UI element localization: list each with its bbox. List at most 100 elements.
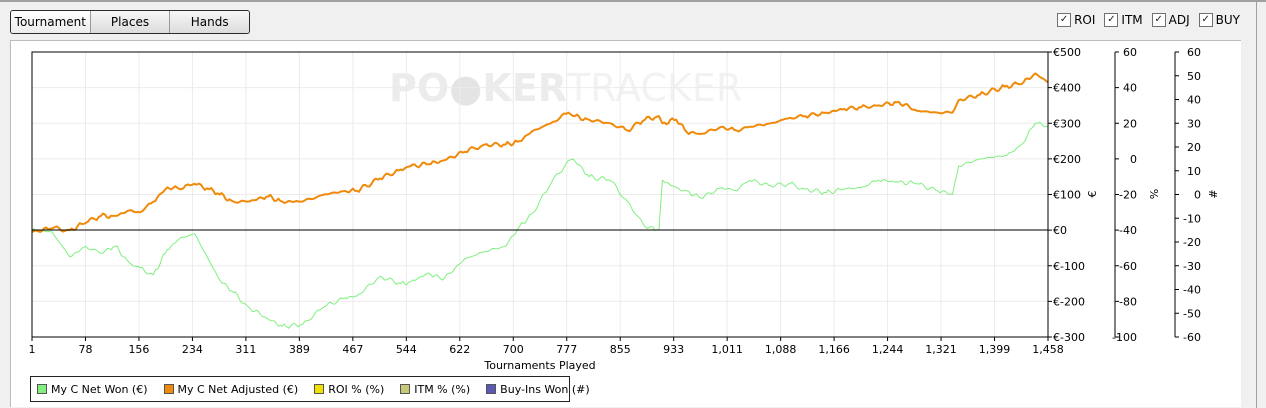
top-rule xyxy=(0,0,1266,2)
x-tick-label: 1,244 xyxy=(872,343,904,356)
toggle-adj-label: ADJ xyxy=(1168,13,1190,27)
euro-tick-label: €500 xyxy=(1053,46,1081,59)
x-tick-label: 700 xyxy=(503,343,524,356)
view-tab-group: Tournament Places Hands xyxy=(10,10,250,34)
x-axis-ticks: 1 78 156 234 311 389 467 544 622 700 777 855 933 1,01… xyxy=(29,337,1064,356)
x-tick-label: 389 xyxy=(289,343,310,356)
legend-label: ITM % (%) xyxy=(414,382,471,396)
x-tick-label: 234 xyxy=(182,343,203,356)
euro-tick-label: €0 xyxy=(1053,224,1067,237)
grid xyxy=(32,52,1048,337)
toggle-itm-label: ITM xyxy=(1121,13,1143,27)
percent-axis-title: % xyxy=(1148,189,1161,199)
toggle-buy-label: BUY xyxy=(1215,13,1240,27)
x-tick-label: 467 xyxy=(342,343,363,356)
tab-places[interactable]: Places xyxy=(90,11,171,33)
count-tick-label: -20 xyxy=(1183,236,1201,249)
toggle-buy[interactable]: ✓ BUY xyxy=(1198,13,1240,27)
euro-tick-label: €-200 xyxy=(1053,295,1085,308)
y-axis-count: 60 50 40 30 20 10 0 -10 -20 -30 -40 -50 -60 # xyxy=(1174,46,1220,344)
legend-label: My C Net Adjusted (€) xyxy=(177,382,299,396)
chart-legend: My C Net Won (€) My C Net Adjusted (€) R… xyxy=(30,376,590,402)
x-tick-label: 1,166 xyxy=(818,343,850,356)
roi-checkbox[interactable]: ✓ xyxy=(1057,13,1072,27)
legend-net-adjusted[interactable]: My C Net Adjusted (€) xyxy=(163,382,299,396)
percent-tick-label: 40 xyxy=(1123,82,1137,95)
legend-label: My C Net Won (€) xyxy=(51,382,148,396)
legend-swatch xyxy=(400,384,411,394)
count-tick-label: 20 xyxy=(1187,141,1201,154)
legend-swatch xyxy=(37,384,47,394)
euro-tick-label: €400 xyxy=(1053,82,1081,95)
count-tick-label: -60 xyxy=(1183,331,1201,344)
percent-tick-label: -20 xyxy=(1119,189,1137,202)
count-axis-title: # xyxy=(1207,189,1220,198)
toggle-roi[interactable]: ✓ ROI xyxy=(1057,13,1095,27)
legend-swatch xyxy=(314,384,325,394)
toggle-itm[interactable]: ✓ ITM xyxy=(1104,13,1143,27)
euro-tick-label: €100 xyxy=(1053,189,1081,202)
x-tick-label: 1,321 xyxy=(925,343,957,356)
percent-tick-label: -80 xyxy=(1119,295,1137,308)
count-tick-label: 60 xyxy=(1187,46,1201,59)
adj-checkbox[interactable]: ✓ xyxy=(1151,13,1166,27)
x-tick-label: 1,399 xyxy=(979,343,1011,356)
percent-tick-label: -60 xyxy=(1119,260,1137,273)
chart-panel: PO●KERTRACKER 1 78 156 234 311 389 467 544 622 70… xyxy=(10,40,1241,407)
legend-itm[interactable]: ITM % (%) xyxy=(400,383,470,396)
y-axis-percent: 60 40 20 0 -20 -40 -60 -80 -100% xyxy=(1112,46,1161,344)
x-tick-label: 1,088 xyxy=(765,343,797,356)
line-chart: PO●KERTRACKER 1 78 156 234 311 389 467 544 622 70… xyxy=(29,46,1221,372)
percent-tick-label: -100 xyxy=(1112,331,1137,344)
x-tick-label: 777 xyxy=(556,343,577,356)
euro-tick-label: €-100 xyxy=(1053,260,1085,273)
x-tick-label: 622 xyxy=(449,343,470,356)
count-tick-label: 0 xyxy=(1194,189,1201,202)
euro-tick-label: €-300 xyxy=(1053,331,1085,344)
buy-checkbox[interactable]: ✓ xyxy=(1198,13,1213,27)
toggle-adj[interactable]: ✓ ADJ xyxy=(1151,13,1190,27)
count-tick-label: 40 xyxy=(1187,94,1201,107)
itm-checkbox[interactable]: ✓ xyxy=(1104,13,1119,27)
x-tick-label: 544 xyxy=(396,343,417,356)
y-axis-euro: €500 €400 €300 €200 €100 €0 €-100 €-200 €-300 € xyxy=(1047,46,1099,344)
legend-swatch xyxy=(163,384,174,394)
count-tick-label: 30 xyxy=(1187,117,1201,130)
legend-buyins[interactable]: Buy-Ins Won (#) xyxy=(486,382,590,396)
x-tick-label: 1,011 xyxy=(711,343,743,356)
count-tick-label: 50 xyxy=(1187,70,1201,83)
x-tick-label: 1 xyxy=(29,343,36,356)
count-tick-label: -30 xyxy=(1183,260,1201,273)
percent-tick-label: 0 xyxy=(1130,153,1137,166)
euro-axis-title: € xyxy=(1086,191,1099,198)
percent-tick-label: -40 xyxy=(1119,224,1137,237)
legend-label: ROI % (%) xyxy=(328,382,385,396)
count-tick-label: -40 xyxy=(1183,284,1201,297)
legend-roi[interactable]: ROI % (%) xyxy=(314,383,384,396)
legend-label: Buy-Ins Won (#) xyxy=(500,382,590,396)
euro-tick-label: €300 xyxy=(1053,117,1081,130)
x-tick-label: 933 xyxy=(663,343,684,356)
percent-tick-label: 20 xyxy=(1123,117,1137,130)
euro-tick-label: €200 xyxy=(1053,153,1081,166)
legend-net-won[interactable]: My C Net Won (€) xyxy=(37,383,148,396)
tab-tournament[interactable]: Tournament xyxy=(11,11,91,33)
count-tick-label: -50 xyxy=(1183,307,1201,320)
tab-hands[interactable]: Hands xyxy=(170,11,249,33)
right-rule xyxy=(1256,2,1257,408)
toggle-roi-label: ROI xyxy=(1074,13,1096,27)
x-tick-label: 1,458 xyxy=(1032,343,1064,356)
legend-swatch xyxy=(486,384,497,394)
series-lines xyxy=(31,72,1049,329)
count-tick-label: -10 xyxy=(1183,212,1201,225)
x-tick-label: 855 xyxy=(610,343,631,356)
x-tick-label: 78 xyxy=(78,343,92,356)
x-tick-label: 156 xyxy=(128,343,149,356)
count-tick-label: 10 xyxy=(1187,165,1201,178)
x-axis-title: Tournaments Played xyxy=(483,359,595,372)
net-adjusted-line xyxy=(31,72,1049,233)
series-toggles: ✓ ROI ✓ ITM ✓ ADJ ✓ BUY xyxy=(1057,13,1240,27)
x-tick-label: 311 xyxy=(235,343,256,356)
net-won-line xyxy=(31,121,1049,329)
percent-tick-label: 60 xyxy=(1123,46,1137,59)
